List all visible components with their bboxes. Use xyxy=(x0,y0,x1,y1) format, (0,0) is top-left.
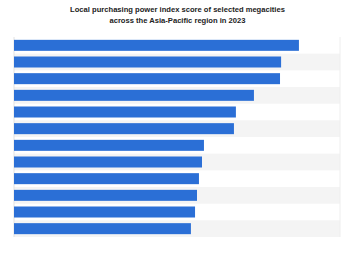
row-stripe xyxy=(14,187,340,204)
axis-end xyxy=(340,37,341,237)
row-stripe xyxy=(14,220,340,237)
bar xyxy=(14,157,202,168)
chart: Local purchasing power index score of se… xyxy=(0,0,355,253)
bars xyxy=(14,40,299,234)
bar xyxy=(14,90,254,101)
bar xyxy=(14,73,280,84)
row-stripe xyxy=(14,154,340,171)
bar xyxy=(14,207,195,218)
bar xyxy=(14,173,199,184)
bar xyxy=(14,190,197,201)
row-stripe xyxy=(14,54,340,71)
title: Local purchasing power index score of se… xyxy=(70,5,285,25)
bar xyxy=(14,223,191,234)
row-stripe xyxy=(14,87,340,104)
bar xyxy=(14,57,281,68)
bar xyxy=(14,40,299,51)
bar xyxy=(14,123,234,134)
row-stripe xyxy=(14,120,340,137)
bar xyxy=(14,107,236,118)
bar xyxy=(14,140,204,151)
